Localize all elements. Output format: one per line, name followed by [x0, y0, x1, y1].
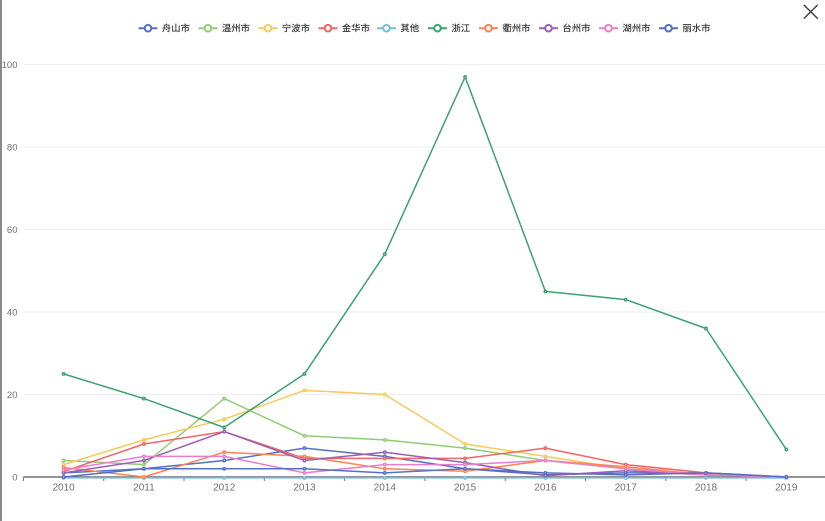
svg-text:2018: 2018: [695, 483, 718, 494]
svg-text:2015: 2015: [454, 483, 477, 494]
svg-text:2010: 2010: [52, 483, 75, 494]
svg-text:2014: 2014: [374, 483, 397, 494]
svg-text:40: 40: [7, 307, 18, 318]
svg-text:2017: 2017: [615, 483, 638, 494]
svg-text:20: 20: [7, 390, 18, 401]
svg-text:80: 80: [7, 142, 18, 153]
svg-text:60: 60: [7, 225, 18, 236]
svg-text:100: 100: [2, 60, 18, 71]
svg-text:2012: 2012: [213, 483, 236, 494]
svg-text:2013: 2013: [293, 483, 316, 494]
svg-text:2019: 2019: [775, 483, 798, 494]
svg-text:2011: 2011: [133, 483, 155, 494]
svg-text:2016: 2016: [534, 483, 557, 494]
svg-text:0: 0: [12, 472, 17, 483]
